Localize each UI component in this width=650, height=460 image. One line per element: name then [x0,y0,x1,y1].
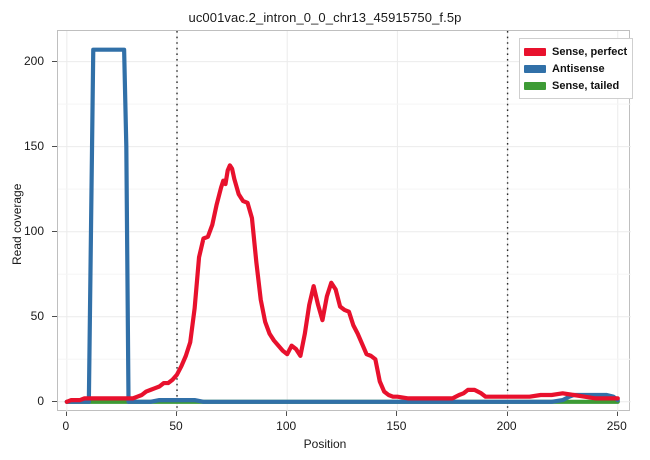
y-axis-title: Read coverage [10,183,24,265]
legend-item-label: Sense, perfect [552,45,628,58]
y-tick-label: 0 [37,393,44,408]
chart-title: uc001vac.2_intron_0_0_chr13_45915750_f.5… [188,10,462,25]
legend-item[interactable]: Sense, perfect [524,43,627,60]
legend-color-swatch [524,81,546,90]
marker-lines [176,31,509,412]
x-tick-label: 0 [62,419,70,433]
legend-item-label: Sense, tailed [552,79,620,92]
y-tick-label: 50 [30,308,44,323]
data-series [64,47,620,404]
legend-item[interactable]: Sense, tailed [524,77,627,94]
legend-item-label: Antisense [552,62,605,75]
x-tick-label: 200 [496,419,517,433]
y-tick-label: 150 [23,138,44,153]
x-tick-label: 150 [386,419,407,433]
x-tick-label: 50 [169,419,183,433]
legend-color-swatch [524,47,546,56]
x-axis-title: Position [303,437,347,451]
y-tick-label: 200 [23,53,44,68]
legend-item[interactable]: Antisense [524,60,627,77]
x-tick-label: 250 [606,419,627,433]
plot-inner [58,31,631,412]
legend-color-swatch [524,64,546,73]
chart-legend: Sense, perfect Antisense Sense, tailed [519,38,634,99]
x-tick-label: 100 [276,419,297,433]
